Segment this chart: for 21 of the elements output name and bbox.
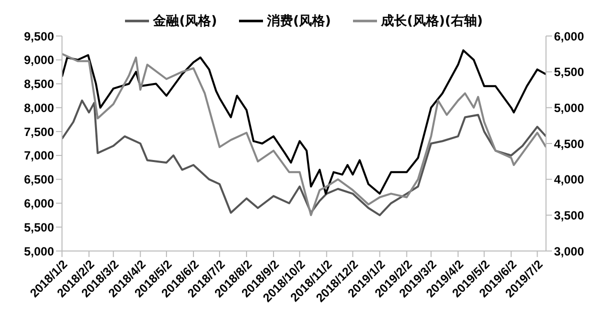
y2-tick-label: 3,500 — [554, 208, 584, 222]
y-tick-label: 8,000 — [24, 100, 54, 115]
y2-tick-label: 3,000 — [554, 244, 584, 258]
y-tick-label: 9,000 — [24, 53, 54, 68]
legend-label: 金融(风格) — [153, 13, 218, 30]
y-tick-label: 8,500 — [24, 77, 54, 92]
y-tick-label: 5,500 — [24, 220, 54, 234]
y-tick-label: 5,000 — [24, 244, 54, 258]
y2-tick-label: 5,000 — [554, 100, 584, 115]
y2-tick-label: 5,500 — [554, 65, 584, 80]
y-tick-label: 7,000 — [24, 148, 54, 163]
y2-tick-label: 4,000 — [554, 172, 584, 187]
legend-label: 消费(风格) — [267, 13, 331, 30]
y2-tick-label: 4,500 — [554, 136, 584, 151]
y2-tick-label: 6,000 — [554, 29, 584, 44]
y-tick-label: 7,500 — [24, 124, 54, 139]
y-tick-label: 9,500 — [24, 29, 54, 44]
legend-label: 成长(风格)(右轴) — [381, 13, 483, 30]
y-tick-label: 6,000 — [24, 196, 54, 210]
line-series — [62, 100, 546, 216]
y-tick-label: 6,500 — [24, 172, 54, 187]
